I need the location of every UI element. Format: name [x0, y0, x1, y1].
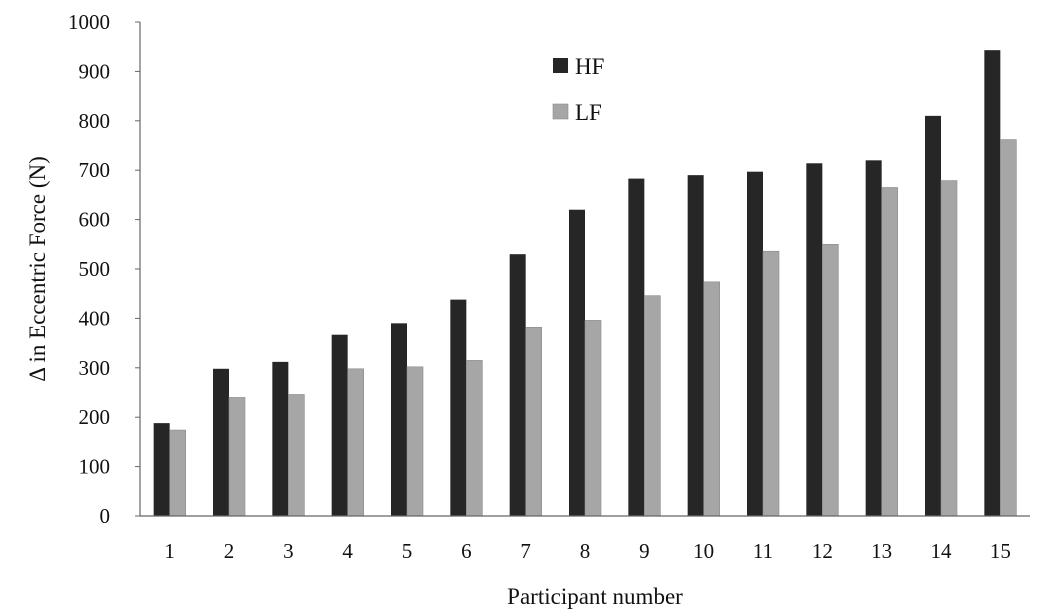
bar-hf [806, 163, 823, 516]
bar-hf [331, 334, 348, 516]
bar-lf [703, 281, 720, 517]
bar-hf [272, 361, 289, 516]
x-tick-label: 1 [164, 539, 175, 563]
legend-label-lf: LF [575, 100, 602, 125]
y-tick-label: 100 [79, 455, 111, 479]
bar-hf [747, 171, 763, 516]
y-tick-label: 500 [79, 257, 111, 281]
bar-hf [391, 323, 407, 516]
x-axis-ticks: 1 2 3 4 5 6 7 8 9 10 11 12 13 14 15 [164, 539, 1010, 563]
bar-lf [584, 320, 602, 517]
y-tick-label: 600 [79, 208, 111, 232]
bar-lf [762, 250, 780, 517]
y-tick-label: 1000 [68, 10, 110, 34]
bar-lf [406, 366, 424, 517]
bar-lf [1000, 139, 1017, 517]
bar-hf [450, 299, 467, 516]
y-axis-title: Δ in Eccentric Force (N) [25, 156, 50, 382]
bar-hf [509, 254, 526, 516]
x-tick-label: 8 [580, 539, 591, 563]
bar-lf [228, 397, 246, 517]
bar-lf [169, 429, 186, 517]
bar-hf [153, 423, 170, 516]
y-tick-label: 400 [79, 306, 111, 330]
x-tick-label: 12 [812, 539, 833, 563]
x-tick-label: 2 [224, 539, 235, 563]
bar-lf [347, 368, 364, 517]
y-tick-label: 900 [79, 59, 111, 83]
bar-lf [466, 360, 483, 517]
bar-hf [925, 115, 941, 517]
bar-hf [984, 50, 1001, 517]
y-tick-label: 300 [79, 356, 111, 380]
x-tick-label: 7 [520, 539, 531, 563]
x-tick-label: 3 [283, 539, 294, 563]
bar-hf [628, 178, 645, 516]
x-tick-label: 14 [931, 539, 953, 563]
bar-lf [822, 244, 839, 517]
y-tick-label: 0 [100, 504, 111, 528]
bar-hf [213, 368, 229, 516]
legend-swatch-lf [552, 103, 569, 120]
y-axis-ticks: 0 100 200 300 400 500 600 700 800 900 1000 [68, 10, 140, 528]
plot-area [153, 50, 1017, 517]
legend-swatch-hf [553, 58, 568, 73]
bar-lf [525, 326, 542, 517]
legend-label-hf: HF [575, 54, 604, 79]
bar-hf [569, 209, 585, 516]
x-axis-title: Participant number [507, 584, 683, 609]
x-tick-label: 9 [639, 539, 650, 563]
x-tick-label: 15 [990, 539, 1011, 563]
x-tick-label: 6 [461, 539, 472, 563]
bar-lf [288, 394, 305, 517]
x-tick-label: 5 [402, 539, 413, 563]
x-tick-label: 4 [342, 539, 353, 563]
x-tick-label: 11 [753, 539, 773, 563]
bar-hf [865, 160, 882, 516]
y-tick-label: 800 [79, 109, 111, 133]
bar-hf [687, 175, 704, 516]
legend: HF LF [552, 54, 604, 125]
bar-lf [881, 187, 898, 517]
bar-lf [644, 295, 661, 517]
x-tick-label: 13 [871, 539, 892, 563]
bar-lf [940, 180, 958, 517]
y-tick-label: 700 [79, 158, 111, 182]
x-tick-label: 10 [693, 539, 714, 563]
y-tick-label: 200 [79, 405, 111, 429]
